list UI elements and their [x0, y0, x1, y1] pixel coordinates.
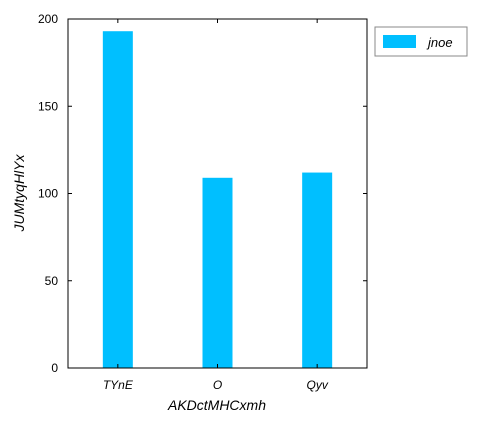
y-tick-label: 100 — [38, 187, 58, 201]
x-tick-label: Qyv — [306, 378, 328, 392]
y-tick-label: 50 — [45, 274, 59, 288]
bar-Qyv — [302, 172, 333, 368]
bar-O — [202, 177, 233, 368]
y-tick-label: 200 — [38, 12, 58, 26]
legend-label-jnoe: jnoe — [426, 35, 453, 50]
y-tick-label: 150 — [38, 99, 58, 113]
x-tick-label: TYnE — [103, 378, 134, 392]
x-axis-title: AKDctMHCxmh — [167, 397, 266, 413]
legend-swatch-jnoe — [383, 35, 416, 48]
x-tick-label: O — [213, 378, 222, 392]
bar-TYnE — [102, 31, 133, 369]
y-axis-title: JUMtyqHlYx — [11, 154, 27, 233]
y-axis: 0 50 100 150 200 — [38, 12, 367, 375]
x-axis: TYnE O Qyv — [103, 19, 329, 392]
y-tick-label: 0 — [51, 361, 58, 375]
legend: jnoe — [374, 26, 468, 57]
bars-group — [102, 31, 333, 369]
